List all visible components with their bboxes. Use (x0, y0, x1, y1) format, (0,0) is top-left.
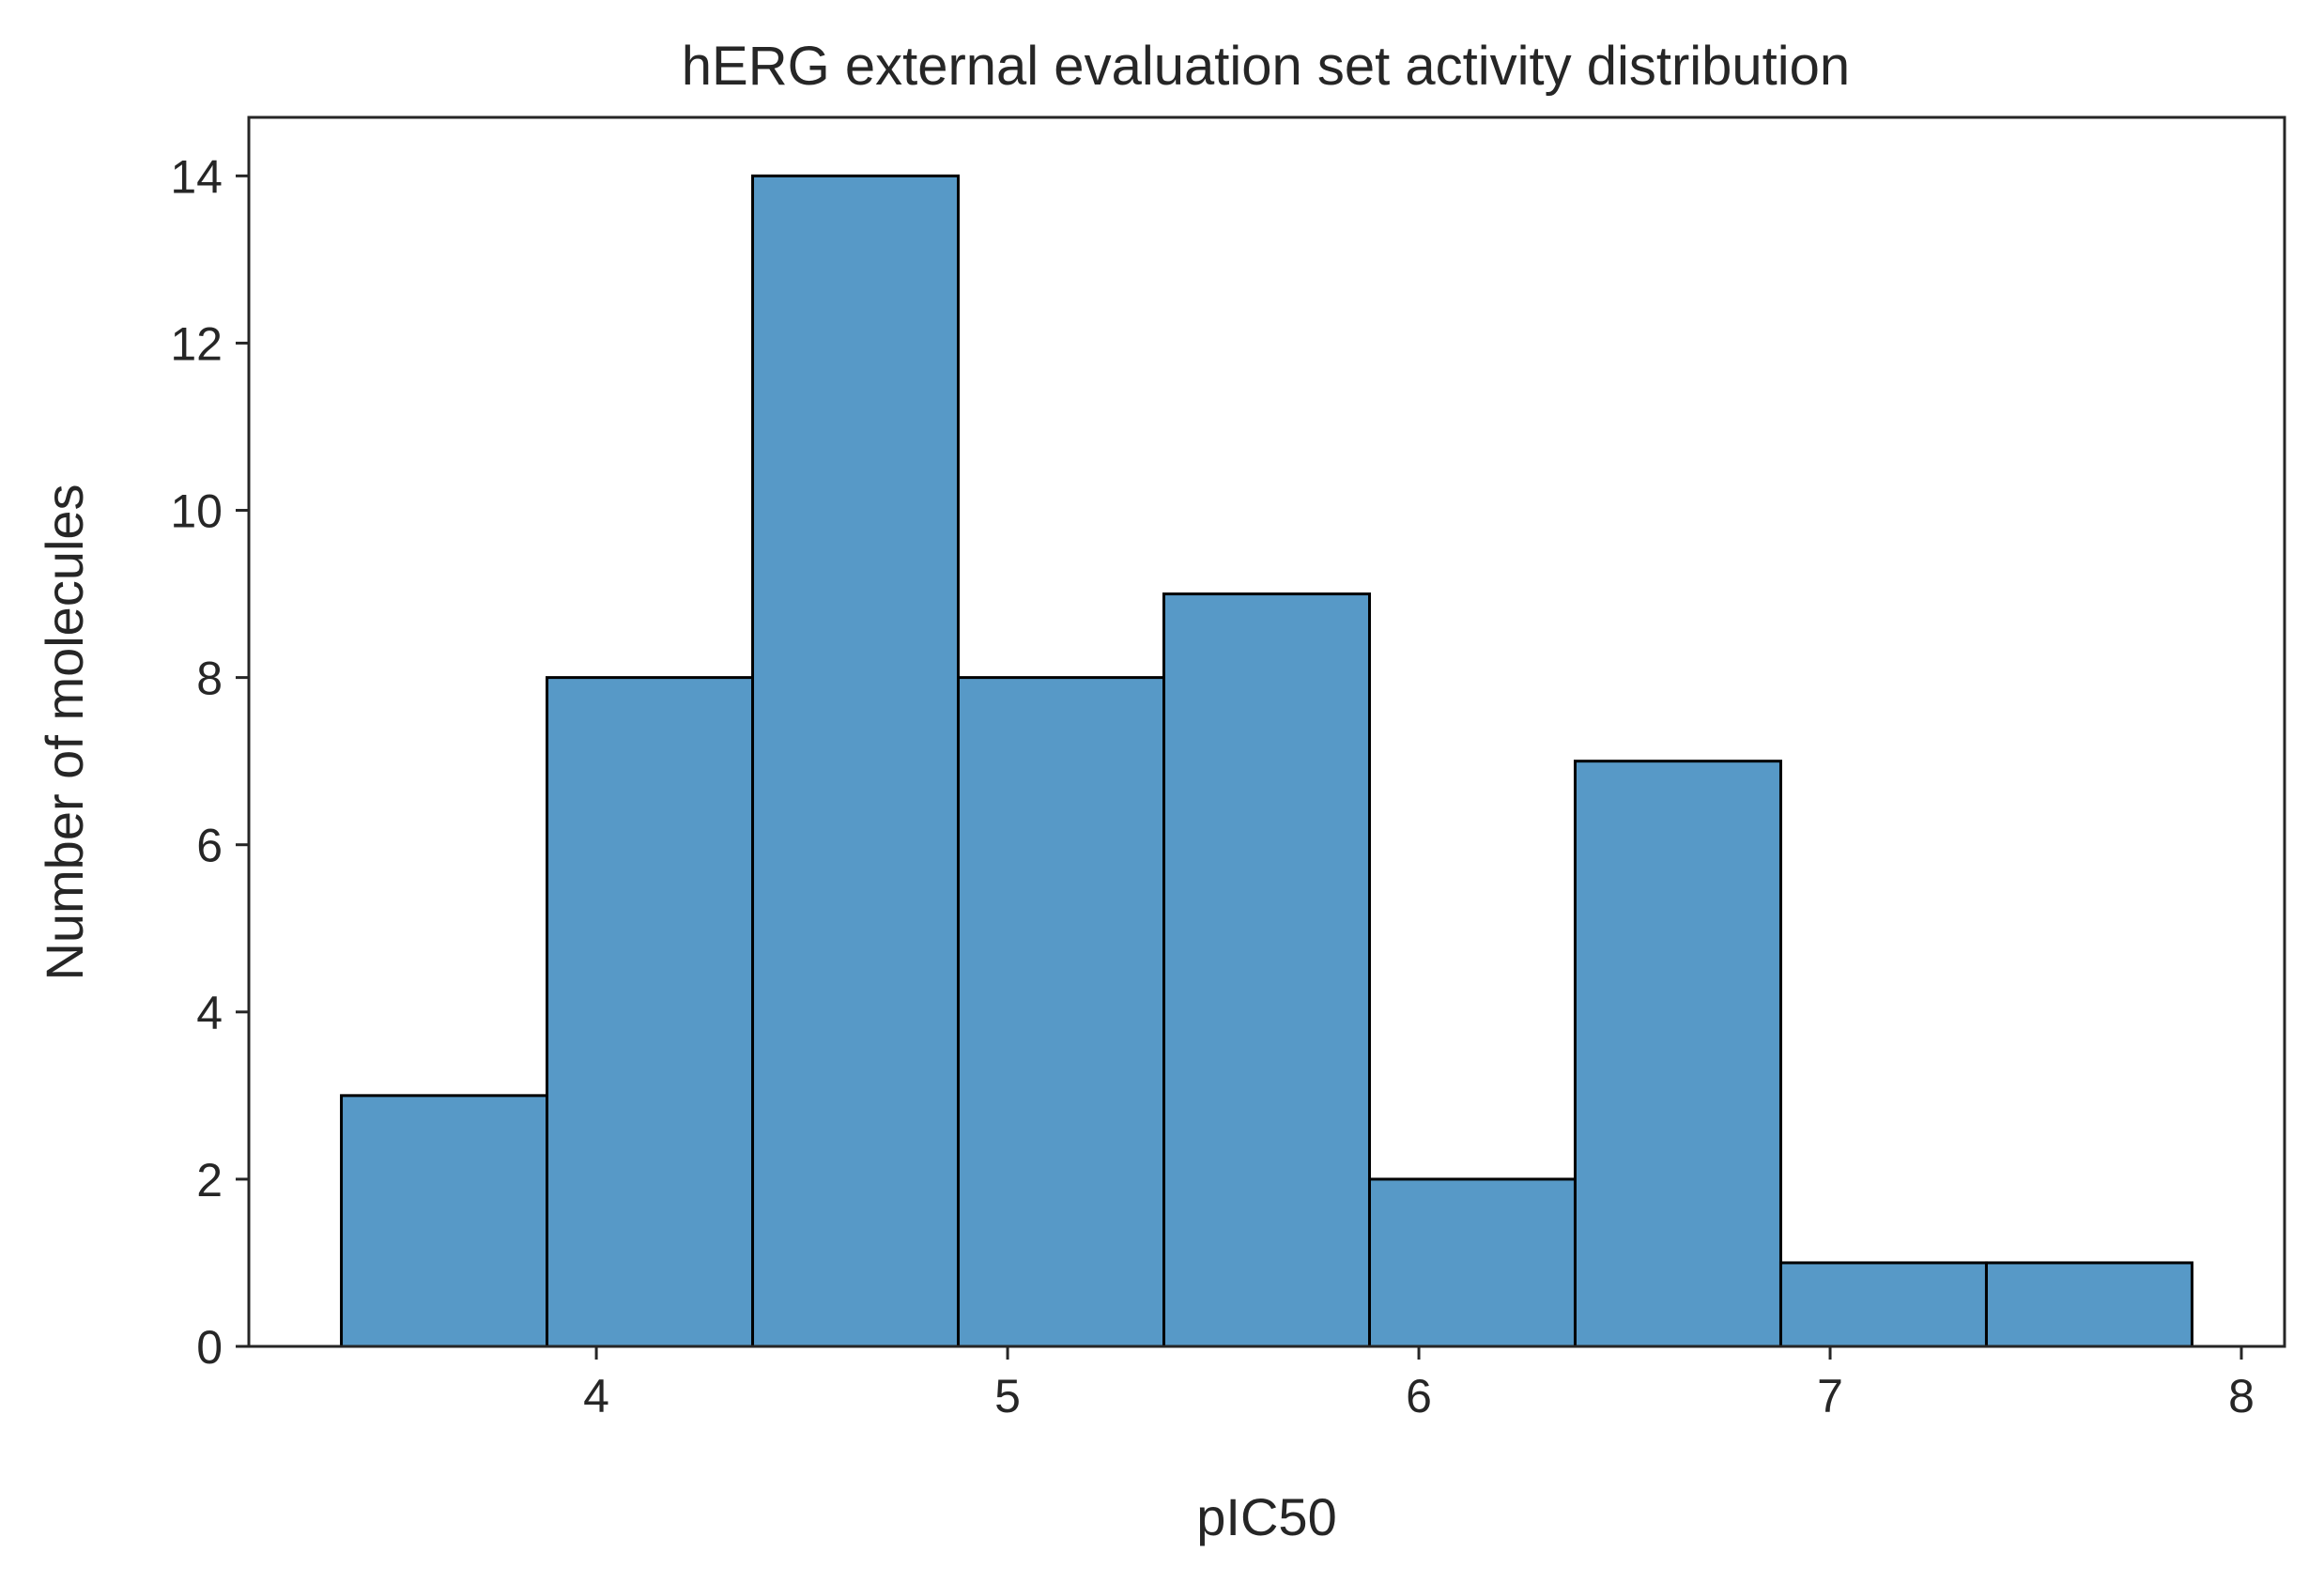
x-axis-label: pIC50 (1196, 1487, 1336, 1546)
bars-group (340, 174, 2193, 1348)
histogram-bar (1573, 760, 1782, 1348)
x-axis-ticks: 4 5 6 7 8 (583, 1346, 2255, 1422)
histogram-bar (340, 1094, 549, 1348)
histogram-bar (957, 676, 1166, 1348)
histogram-bar (1984, 1261, 2193, 1348)
histogram-bar (1778, 1261, 1988, 1348)
x-tick-label: 8 (2228, 1370, 2255, 1422)
y-tick-label: 4 (196, 987, 223, 1039)
x-tick-label: 4 (583, 1370, 609, 1422)
histogram-bar (1162, 592, 1371, 1348)
y-tick-label: 6 (196, 820, 223, 872)
histogram-bar (751, 174, 961, 1348)
x-tick-label: 6 (1406, 1370, 1432, 1422)
y-tick-label: 14 (170, 150, 223, 203)
histogram-bar (546, 676, 755, 1348)
y-tick-label: 0 (196, 1321, 223, 1374)
y-tick-label: 12 (170, 317, 223, 370)
x-tick-label: 7 (1817, 1370, 1843, 1422)
x-tick-label: 5 (994, 1370, 1021, 1422)
chart-title: hERG external evaluation set activity di… (682, 36, 1850, 97)
histogram-bar (1367, 1177, 1577, 1348)
y-axis-label: Number of molecules (35, 484, 94, 980)
y-tick-label: 10 (170, 485, 223, 538)
y-tick-label: 8 (196, 653, 223, 705)
y-tick-label: 2 (196, 1154, 223, 1206)
y-axis-ticks: 0 2 4 6 8 10 12 14 (170, 150, 249, 1374)
axes-frame (247, 115, 2286, 1348)
